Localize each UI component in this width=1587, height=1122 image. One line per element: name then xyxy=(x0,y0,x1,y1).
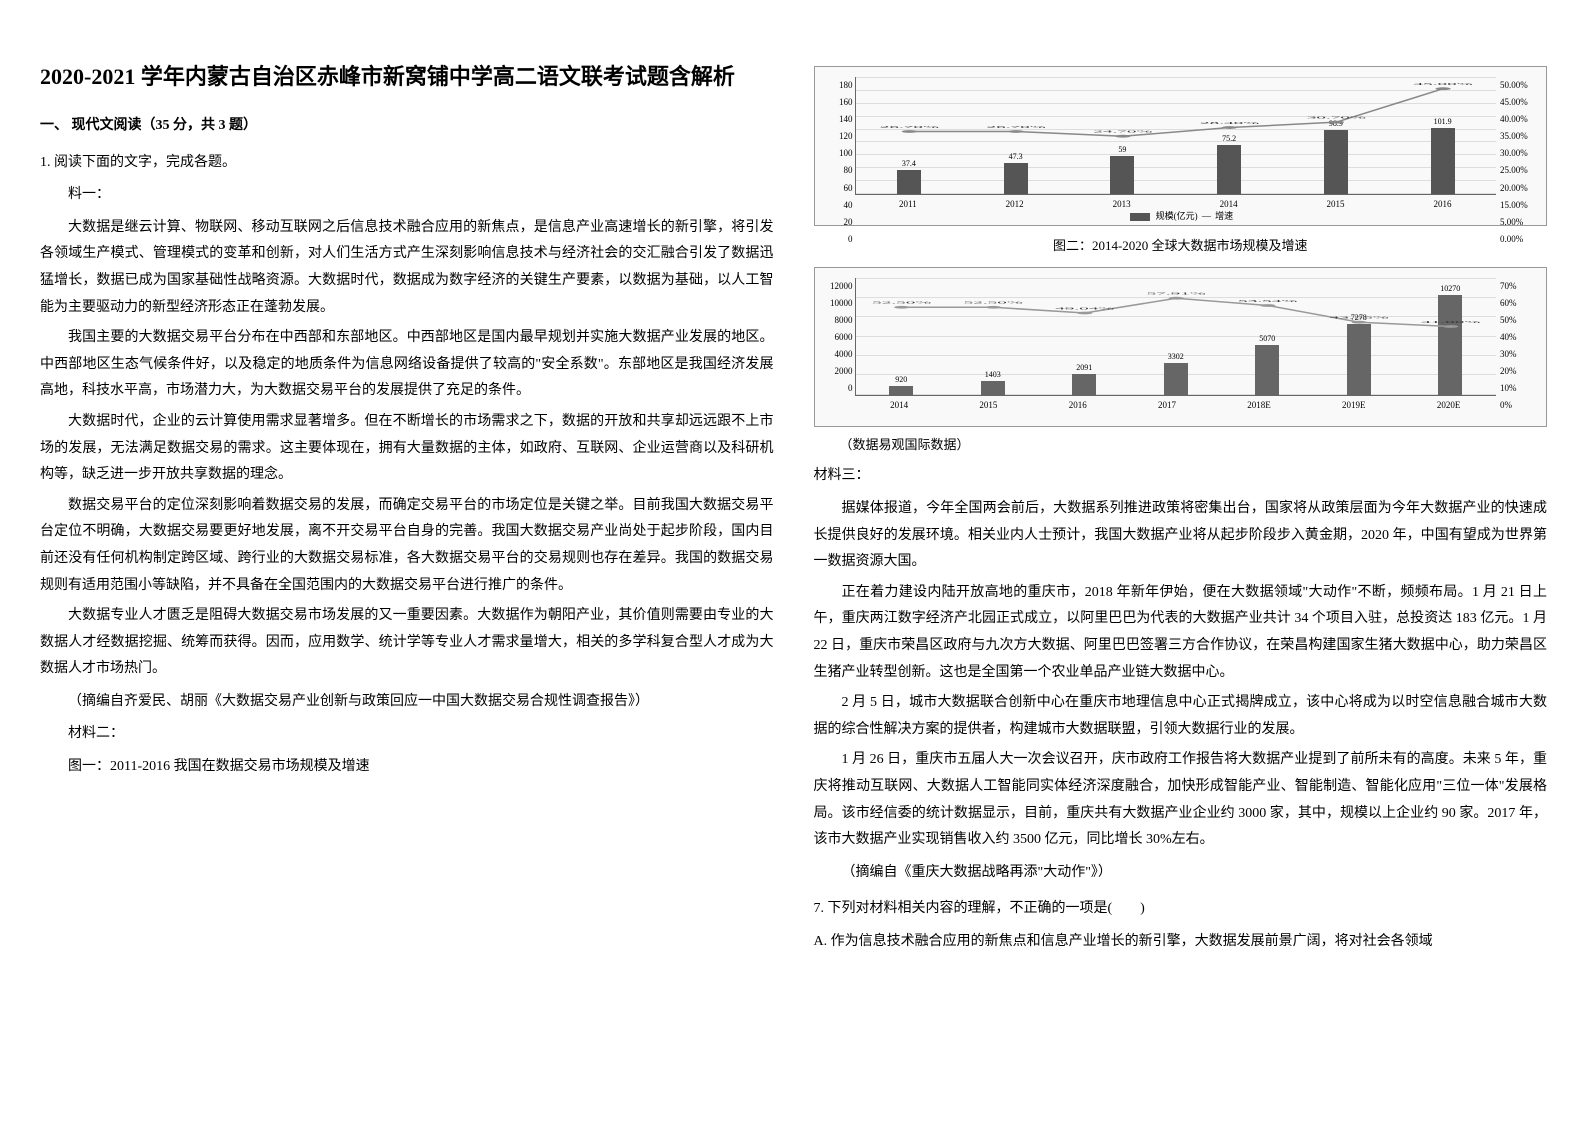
material-3-source: （摘编自《重庆大数据战略再添"大动作"》） xyxy=(814,860,1548,887)
material-1-p3: 大数据时代，企业的云计算使用需求显著增多。但在不断增长的市场需求之下，数据的开放… xyxy=(40,409,774,489)
chart-2-note: （数据易观国际数据） xyxy=(814,433,1548,458)
legend-sep: — xyxy=(1202,211,1211,221)
chart-1-line-svg: 26.70% 26.70% 24.70% 28.40% 30.70% 45.00% xyxy=(856,77,1497,194)
question-7: 7. 下列对材料相关内容的理解，不正确的一项是( ) xyxy=(814,896,1548,923)
svg-text:28.40%: 28.40% xyxy=(1200,121,1260,125)
chart-1-title: 图一：2011-2016 我国在数据交易市场规模及增速 xyxy=(40,754,774,781)
material-1-p2: 我国主要的大数据交易平台分布在中西部和东部地区。中西部地区是国内最早规划并实施大… xyxy=(40,325,774,405)
chart-1-y-left: 180160140120100806040200 xyxy=(815,77,853,195)
svg-text:26.70%: 26.70% xyxy=(879,125,939,129)
svg-text:49.04%: 49.04% xyxy=(1055,306,1115,310)
legend-bar-swatch xyxy=(1130,213,1150,221)
material-3-p2: 正在着力建设内陆开放高地的重庆市，2018 年新年伊始，便在大数据领域"大动作"… xyxy=(814,580,1548,686)
chart-2-y-right: 70%60%50%40%30%20%10%0% xyxy=(1500,278,1546,396)
material-3-p1: 据媒体报道，今年全国两会前后，大数据系列推进政策将密集出台，国家将从政策层面为今… xyxy=(814,496,1548,576)
chart-2: 120001000080006000400020000 70%60%50%40%… xyxy=(814,267,1548,427)
svg-text:57.91%: 57.91% xyxy=(1146,291,1206,295)
left-column: 2020-2021 学年内蒙古自治区赤峰市新窝铺中学高二语文联考试题含解析 一、… xyxy=(40,60,774,959)
svg-text:30.70%: 30.70% xyxy=(1306,116,1366,120)
chart-1: 180160140120100806040200 50.00%45.00%40.… xyxy=(814,66,1548,226)
right-column: 180160140120100806040200 50.00%45.00%40.… xyxy=(814,60,1548,959)
svg-text:52.50%: 52.50% xyxy=(872,300,932,304)
svg-text:41.00%: 41.00% xyxy=(1421,320,1481,324)
svg-text:24.70%: 24.70% xyxy=(1093,130,1153,134)
question-1-intro: 1. 阅读下面的文字，完成各题。 xyxy=(40,150,774,177)
svg-text:52.50%: 52.50% xyxy=(963,300,1023,304)
material-1-source: （摘编自齐爱民、胡丽《大数据交易产业创新与政策回应一中国大数据交易合规性调查报告… xyxy=(40,689,774,716)
chart-1-legend: 规模(亿元) — 增速 xyxy=(815,208,1547,225)
chart-2-line-svg: 52.50% 52.50% 49.04% 57.91% 53.54% 43.55% 41.0… xyxy=(856,278,1497,395)
legend-bar-label: 规模(亿元) xyxy=(1156,211,1198,221)
material-1-p5: 大数据专业人才匮乏是阻碍大数据交易市场发展的又一重要因素。大数据作为朝阳产业，其… xyxy=(40,603,774,683)
material-3-p4: 1 月 26 日，重庆市五届人大一次会议召开，庆市政府工作报告将大数据产业提到了… xyxy=(814,747,1548,853)
chart-2-plot: 9201403209133025070727810270 52.50%52.50… xyxy=(855,278,1497,396)
material-1-p1: 大数据是继云计算、物联网、移动互联网之后信息技术融合应用的新焦点，是信息产业高速… xyxy=(40,215,774,321)
legend-line-label: 增速 xyxy=(1215,211,1233,221)
svg-text:53.54%: 53.54% xyxy=(1238,299,1298,303)
svg-text:26.70%: 26.70% xyxy=(986,125,1046,129)
material-1-label: 料一： xyxy=(40,182,774,209)
chart-1-y-right: 50.00%45.00%40.00%35.00%30.00%25.00%20.0… xyxy=(1500,77,1546,195)
material-3-label: 材料三： xyxy=(814,463,1548,490)
chart-1-plot: 37.447.35975.298.9101.9 26.70%26.70%24.7… xyxy=(855,77,1497,195)
material-1-p4: 数据交易平台的定位深刻影响着数据交易的发展，而确定交易平台的市场定位是关键之举。… xyxy=(40,493,774,599)
section-1-header: 一、 现代文阅读（35 分，共 3 题） xyxy=(40,113,774,140)
question-7-option-a: A. 作为信息技术融合应用的新焦点和信息产业增长的新引擎，大数据发展前景广阔，将… xyxy=(814,929,1548,956)
chart-2-y-left: 120001000080006000400020000 xyxy=(815,278,853,396)
chart-2-x-labels: 20142015201620172018E2019E2020E xyxy=(855,397,1497,414)
material-3-p3: 2 月 5 日，城市大数据联合创新中心在重庆市地理信息中心正式揭牌成立，该中心将… xyxy=(814,690,1548,743)
material-2-label: 材料二： xyxy=(40,721,774,748)
svg-text:45.00%: 45.00% xyxy=(1413,82,1473,86)
document-title: 2020-2021 学年内蒙古自治区赤峰市新窝铺中学高二语文联考试题含解析 xyxy=(40,60,774,93)
chart-2-title: 图二：2014-2020 全球大数据市场规模及增速 xyxy=(814,234,1548,259)
svg-text:43.55%: 43.55% xyxy=(1329,315,1389,319)
